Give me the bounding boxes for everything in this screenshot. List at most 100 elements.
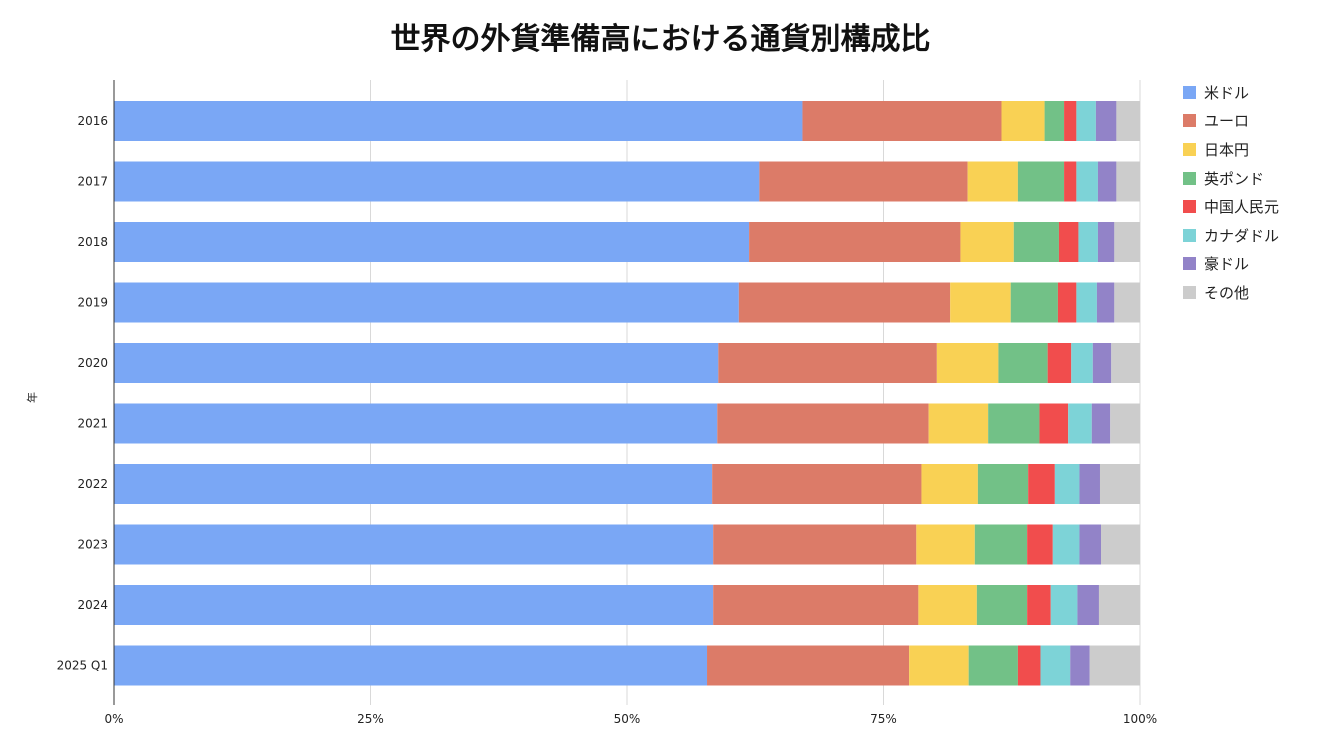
legend-item: カナダドル xyxy=(1183,221,1279,250)
axis-layer: 0% 25% 50% 75% 100% 2016 2017 2018 2019 2020 2021 2… xyxy=(57,80,1157,726)
bar-segment xyxy=(977,464,1029,504)
bar-segment xyxy=(114,464,713,504)
bar-segment xyxy=(1064,161,1077,202)
bars-layer xyxy=(114,101,1140,686)
bar-segment xyxy=(717,403,929,444)
bar-segment xyxy=(1057,282,1077,323)
bar-segment xyxy=(1052,524,1080,565)
bar-segment xyxy=(114,645,708,686)
x-tick-label: 75% xyxy=(870,712,897,726)
bar-segment xyxy=(1068,403,1092,444)
bar-segment xyxy=(1079,524,1102,565)
bar-segment xyxy=(759,161,968,202)
bar-segment xyxy=(936,343,999,383)
legend-label: 日本円 xyxy=(1204,140,1250,159)
bar-segment xyxy=(974,524,1028,565)
bar-segment xyxy=(114,282,739,323)
bar-segment xyxy=(950,282,1011,323)
y-tick-label: 2023 xyxy=(77,538,108,552)
y-tick-label: 2016 xyxy=(77,114,108,128)
bar-segment xyxy=(1110,403,1140,444)
y-tick-label: 2017 xyxy=(77,175,108,189)
bar-segment xyxy=(738,282,951,323)
bar-segment xyxy=(1114,282,1140,323)
bar-segment xyxy=(1095,101,1117,141)
y-tick-label: 2022 xyxy=(77,477,108,491)
bar-segment xyxy=(1054,464,1080,504)
bar-segment xyxy=(1076,101,1096,141)
bar-segment xyxy=(1027,524,1053,565)
bar-segment xyxy=(114,585,714,625)
bar-segment xyxy=(1116,161,1140,202)
legend-label: 米ドル xyxy=(1204,83,1250,102)
bar-segment xyxy=(1017,161,1065,202)
bar-segment xyxy=(1116,101,1140,141)
y-tick-label: 2025 Q1 xyxy=(57,659,108,673)
bar-segment xyxy=(1001,101,1045,141)
x-tick-label: 0% xyxy=(104,712,123,726)
bar-segment xyxy=(114,343,719,383)
bar-segment xyxy=(916,524,975,565)
bar-segment xyxy=(1091,403,1111,444)
bar-segment xyxy=(114,101,803,141)
legend-item: 英ポンド xyxy=(1183,164,1279,193)
bar-segment xyxy=(1111,343,1140,383)
legend-item: その他 xyxy=(1183,278,1279,307)
bar-segment xyxy=(909,645,969,686)
legend-label: 英ポンド xyxy=(1204,169,1265,188)
bar-segment xyxy=(713,524,917,565)
legend-item: 中国人民元 xyxy=(1183,192,1279,221)
bar-segment xyxy=(988,403,1040,444)
bar-segment xyxy=(1099,464,1140,504)
bar-segment xyxy=(707,645,910,686)
bar-segment xyxy=(1050,585,1078,625)
bar-segment xyxy=(976,585,1028,625)
bar-segment xyxy=(1098,585,1140,625)
legend-swatch xyxy=(1183,171,1196,185)
legend-swatch xyxy=(1183,285,1196,299)
bar-segment xyxy=(1079,464,1100,504)
y-tick-label: 2024 xyxy=(77,598,108,612)
bar-segment xyxy=(802,101,1002,141)
legend-swatch xyxy=(1183,257,1196,271)
bar-segment xyxy=(1076,282,1097,323)
legend-item: 日本円 xyxy=(1183,135,1279,164)
bar-segment xyxy=(967,161,1018,202)
legend-label: 中国人民元 xyxy=(1204,198,1280,217)
bar-segment xyxy=(114,222,750,262)
legend: 米ドルユーロ日本円英ポンド中国人民元カナダドル豪ドルその他 xyxy=(1183,78,1279,307)
legend-item: ユーロ xyxy=(1183,107,1279,136)
legend-swatch xyxy=(1183,114,1196,128)
bar-segment xyxy=(749,222,961,262)
bar-segment xyxy=(918,585,977,625)
bar-segment xyxy=(921,464,978,504)
bar-segment xyxy=(1089,645,1140,686)
bar-segment xyxy=(1077,585,1099,625)
legend-swatch xyxy=(1183,200,1196,214)
bar-segment xyxy=(1044,101,1065,141)
bar-segment xyxy=(1097,222,1115,262)
legend-label: ユーロ xyxy=(1204,112,1250,131)
bar-segment xyxy=(1058,222,1079,262)
bar-segment xyxy=(960,222,1014,262)
x-tick-label: 100% xyxy=(1123,712,1157,726)
bar-segment xyxy=(1092,343,1112,383)
bar-segment xyxy=(1028,464,1055,504)
bar-segment xyxy=(1076,161,1098,202)
bar-segment xyxy=(998,343,1048,383)
bar-segment xyxy=(114,403,718,444)
legend-swatch xyxy=(1183,228,1196,242)
y-tick-label: 2018 xyxy=(77,235,108,249)
x-tick-label: 25% xyxy=(357,712,384,726)
bar-segment xyxy=(1097,161,1117,202)
bar-segment xyxy=(713,585,919,625)
legend-label: 豪ドル xyxy=(1204,255,1250,274)
y-tick-label: 2019 xyxy=(77,296,108,310)
bar-segment xyxy=(1064,101,1077,141)
bar-segment xyxy=(1040,645,1071,686)
bar-segment xyxy=(1096,282,1115,323)
x-tick-label: 50% xyxy=(614,712,641,726)
bar-segment xyxy=(114,524,714,565)
bar-segment xyxy=(1027,585,1051,625)
